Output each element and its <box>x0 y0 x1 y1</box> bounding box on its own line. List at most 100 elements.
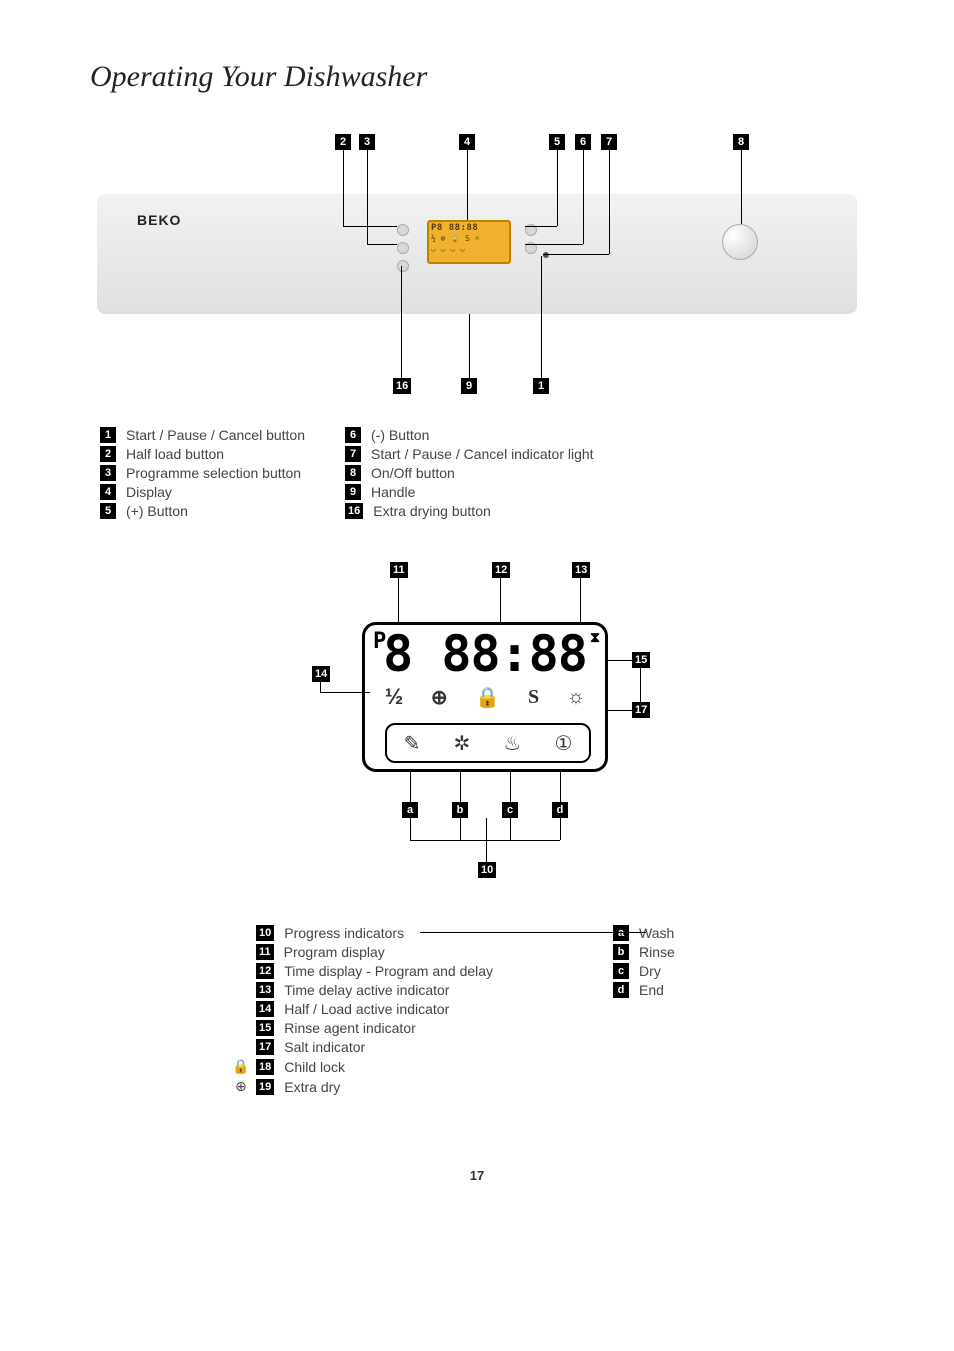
callout-leader <box>486 818 487 862</box>
legend-row: 17 Salt indicator <box>230 1039 493 1055</box>
callout-leader <box>583 150 584 244</box>
legend-label: On/Off button <box>371 465 455 481</box>
legend-label: Rinse agent indicator <box>284 1020 416 1036</box>
callout-marker: 13 <box>572 562 590 578</box>
rinse-icon: ☼ <box>567 686 585 709</box>
legend-number: 5 <box>100 503 116 519</box>
legend-row: ⊕19Extra dry <box>230 1078 493 1095</box>
lcd-digits: P 8 88:88 ⧗ <box>365 625 605 679</box>
panel-button-dot <box>397 242 409 254</box>
legend-label: Program display <box>284 944 385 960</box>
legend-label: Start / Pause / Cancel button <box>126 427 305 443</box>
legend-row: cDry <box>613 963 675 979</box>
callout-marker: d <box>552 802 568 818</box>
legend-number: 7 <box>345 446 361 462</box>
callout-marker: b <box>452 802 468 818</box>
callout-leader <box>398 578 399 622</box>
legend-number: 12 <box>256 963 274 979</box>
callout-leader <box>320 692 370 693</box>
extra-dry-icon: ⊕ <box>230 1078 252 1095</box>
legend-row: 16Extra drying button <box>345 503 594 519</box>
legend-row: d End <box>613 982 675 998</box>
display-legend-right: a Wash b Rinse cDry d End <box>613 922 675 1098</box>
lcd-p: P <box>373 631 385 653</box>
legend-label: Start / Pause / Cancel indicator light <box>371 446 594 462</box>
connector-line <box>420 932 646 933</box>
legend-row: 9Handle <box>345 484 594 500</box>
callout-marker: 5 <box>549 134 565 150</box>
legend-row: 8On/Off button <box>345 465 594 481</box>
legend-number: 6 <box>345 427 361 443</box>
callout-leader <box>367 244 397 245</box>
callout-leader <box>525 244 583 245</box>
legend-number: 10 <box>256 925 274 941</box>
legend-row: 10Progress indicators <box>230 925 493 941</box>
onoff-button <box>722 224 758 260</box>
callout-marker: 12 <box>492 562 510 578</box>
panel-display-mid: ½ ⊕ 🔒 S ☼ <box>429 234 509 244</box>
callout-leader <box>525 226 557 227</box>
legend-row: 2Half load button <box>100 446 305 462</box>
legend-label: Wash <box>639 925 674 941</box>
callout-leader <box>580 578 581 622</box>
callout-leader <box>367 150 368 244</box>
legend-row: 1 Start / Pause / Cancel button <box>100 427 305 443</box>
legend-letter: b <box>613 944 629 960</box>
callout-leader <box>609 150 610 254</box>
legend-number: 2 <box>100 446 116 462</box>
dry-icon: ♨ <box>503 731 521 756</box>
panel-legend-left: 1 Start / Pause / Cancel button 2Half loa… <box>100 424 305 522</box>
legend-row: 4Display <box>100 484 305 500</box>
display-legend: 10Progress indicators 11Program display … <box>230 922 864 1098</box>
brand-logo: BEKO <box>137 212 181 228</box>
legend-row: a Wash <box>613 925 675 941</box>
callout-marker: 14 <box>312 666 330 682</box>
display-legend-left: 10Progress indicators 11Program display … <box>230 922 493 1098</box>
legend-row: b Rinse <box>613 944 675 960</box>
legend-number: 17 <box>256 1039 274 1055</box>
callout-marker: 6 <box>575 134 591 150</box>
panel-legend-right: 6(-) Button 7Start / Pause / Cancel indi… <box>345 424 594 522</box>
callout-leader <box>410 772 411 802</box>
legend-letter: c <box>613 963 629 979</box>
callout-leader <box>608 710 632 711</box>
callout-marker: 9 <box>461 378 477 394</box>
lcd-icon-row: ½ ⊕ 🔒 S ☼ <box>365 679 605 715</box>
callout-marker: a <box>402 802 418 818</box>
callout-marker: 2 <box>335 134 351 150</box>
legend-number: 1 <box>100 427 116 443</box>
lcd-time: 8 88:88 <box>383 625 587 683</box>
callout-marker: 16 <box>393 378 411 394</box>
callout-leader <box>410 818 411 840</box>
legend-label: Rinse <box>639 944 675 960</box>
callout-leader <box>510 772 511 802</box>
callout-marker: 3 <box>359 134 375 150</box>
callout-marker: 17 <box>632 702 650 718</box>
legend-label: Handle <box>371 484 415 500</box>
legend-letter: d <box>613 982 629 998</box>
callout-leader <box>460 772 461 802</box>
callout-leader <box>410 840 560 841</box>
legend-row: 12Time display - Program and delay <box>230 963 493 979</box>
callout-marker: 7 <box>601 134 617 150</box>
legend-letter: a <box>613 925 629 941</box>
wash-icon: ✎ <box>404 731 421 756</box>
legend-label: Salt indicator <box>284 1039 365 1055</box>
legend-label: Extra dry <box>284 1079 340 1095</box>
lcd-diagram: P 8 88:88 ⧗ ½ ⊕ 🔒 S ☼ ✎ ✲ ♨ ① 11 12 13 1… <box>262 562 692 892</box>
legend-number: 16 <box>345 503 363 519</box>
legend-label: Display <box>126 484 172 500</box>
lcd-frame: P 8 88:88 ⧗ ½ ⊕ 🔒 S ☼ ✎ ✲ ♨ ① <box>362 622 608 772</box>
legend-number: 14 <box>256 1001 274 1017</box>
legend-row: 11Program display <box>230 944 493 960</box>
callout-marker: 10 <box>478 862 496 878</box>
panel-button-dot <box>397 224 409 236</box>
end-icon: ① <box>554 731 572 756</box>
callout-leader <box>401 266 402 378</box>
legend-row: 5(+) Button <box>100 503 305 519</box>
callout-leader <box>343 150 344 226</box>
legend-number: 3 <box>100 465 116 481</box>
legend-label: End <box>639 982 664 998</box>
hourglass-icon: ⧗ <box>590 631 599 645</box>
legend-row: 14Half / Load active indicator <box>230 1001 493 1017</box>
